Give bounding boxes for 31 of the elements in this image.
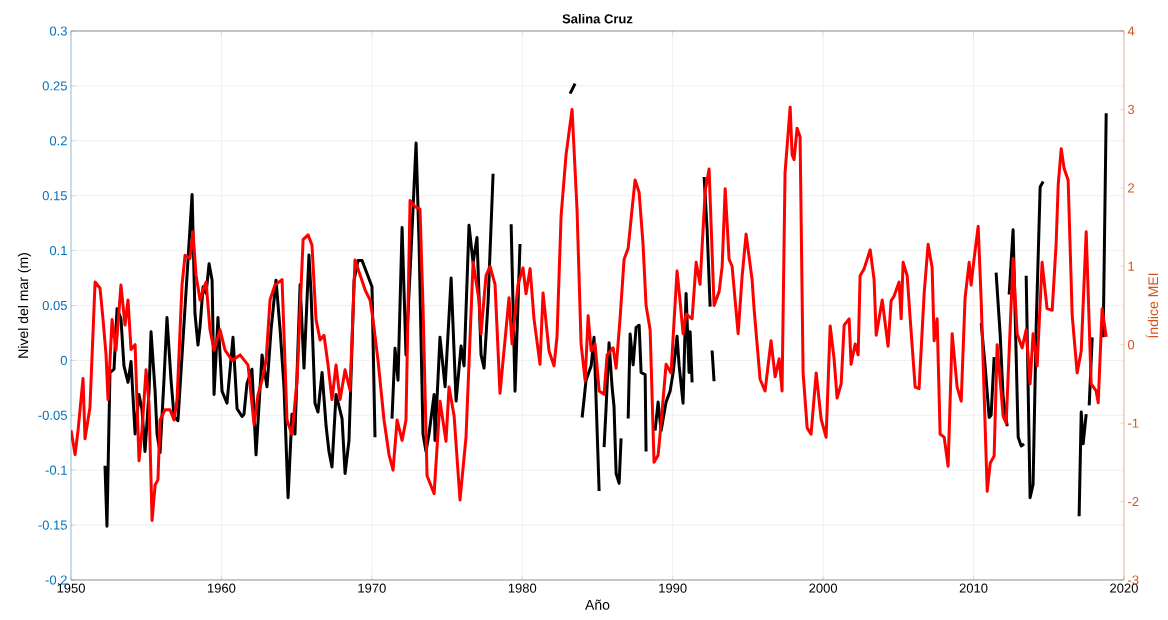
x-tick-label: 2020 (1110, 583, 1138, 593)
y-tick-label: 0.1 (49, 245, 67, 256)
x-tick-label: 1960 (207, 583, 236, 593)
y2-tick-label: 2 (1128, 183, 1135, 193)
x-tick-label: 1990 (659, 583, 687, 593)
y-tick-label: -0.2 (45, 575, 67, 585)
y2-tick-label: 4 (1127, 26, 1135, 36)
y2-tick-label: -1 (1128, 418, 1139, 428)
y-tick-label: -0.1 (45, 465, 67, 475)
x-tick-label: 1980 (508, 583, 537, 593)
y2-tick-label: -2 (1128, 497, 1139, 507)
y2-tick-label: 3 (1127, 104, 1135, 115)
chart-title: Salina Cruz (562, 13, 633, 24)
y2-axis-title: Índice MEI (1145, 273, 1159, 338)
y-tick-label: -0.05 (38, 410, 67, 420)
y-tick-label: 0.3 (49, 26, 67, 36)
y-tick-label: -0.15 (38, 520, 67, 530)
x-axis-title: Año (585, 599, 610, 610)
x-tick-label: 2000 (809, 583, 838, 593)
x-tick-label: 1970 (358, 583, 386, 593)
y-tick-label: 0.25 (42, 81, 67, 91)
y2-tick-label: -3 (1128, 575, 1139, 585)
y2-tick-label: 0 (1127, 340, 1135, 350)
y-tick-label: 0 (60, 355, 67, 365)
x-tick-label: 2010 (959, 583, 988, 593)
y2-tick-label: 1 (1128, 261, 1135, 271)
y-tick-label: 0.15 (42, 191, 67, 201)
y-tick-label: 0.2 (49, 136, 67, 146)
y-axis-title: Nivel del mar (m) (17, 253, 31, 358)
x-tick-label: 1950 (57, 583, 85, 593)
y-tick-label: 0.05 (42, 300, 67, 311)
